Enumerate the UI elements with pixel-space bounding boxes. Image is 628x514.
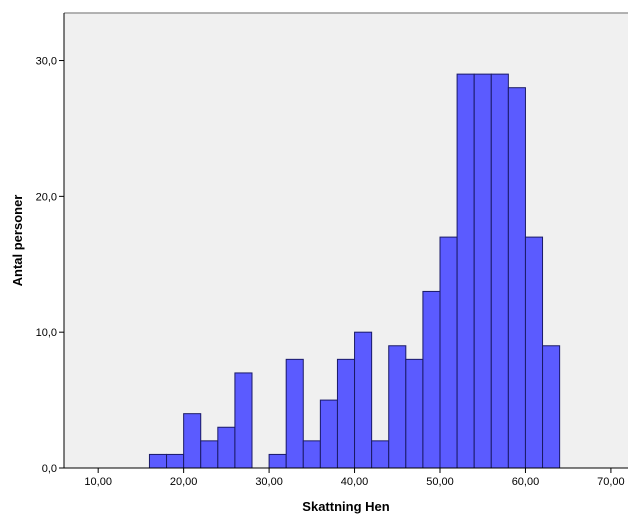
x-tick-label: 60,00 [512,476,540,488]
x-tick-label: 70,00 [597,476,625,488]
x-tick-label: 20,00 [170,476,198,488]
histogram-bar [439,236,458,469]
y-tick-label: 0,0 [42,463,57,475]
x-axis-title: Skattning Hen [302,499,389,514]
histogram-bar [507,87,526,469]
x-tick-label: 10,00 [84,476,112,488]
tick-group: 0,0 10,0 20,0 30,0 10,00 20,00 30,00 40,00 50,00… [36,56,625,488]
histogram-bar [473,73,492,469]
histogram-bar [302,440,321,469]
x-tick-label: 50,00 [426,476,454,488]
histogram-bar [285,358,304,469]
histogram-bar [388,345,407,469]
histogram-bar [490,73,509,469]
y-axis-title: Antal personer [10,195,25,287]
histogram-bar [319,399,338,469]
bar-group [148,73,561,469]
histogram-bar [456,73,475,469]
x-tick-label: 30,00 [255,476,283,488]
histogram-bar [268,453,287,469]
histogram-bar [200,440,219,469]
histogram-bar [217,426,236,469]
axes [63,12,628,469]
histogram-bar [336,358,356,469]
y-tick-label: 10,0 [36,327,57,339]
histogram-bar [354,331,373,469]
histogram-bar [234,372,253,469]
histogram-bar [422,290,441,469]
histogram-bar [542,345,561,469]
histogram-bar [405,358,424,469]
histogram-bar [524,236,544,469]
y-tick-label: 30,0 [36,56,57,68]
histogram-bar [148,453,168,469]
y-tick-label: 20,0 [36,191,57,203]
histogram-bar [166,453,185,469]
histogram-bar [371,440,390,469]
x-tick-label: 40,00 [341,476,369,488]
histogram-bar [183,413,202,469]
